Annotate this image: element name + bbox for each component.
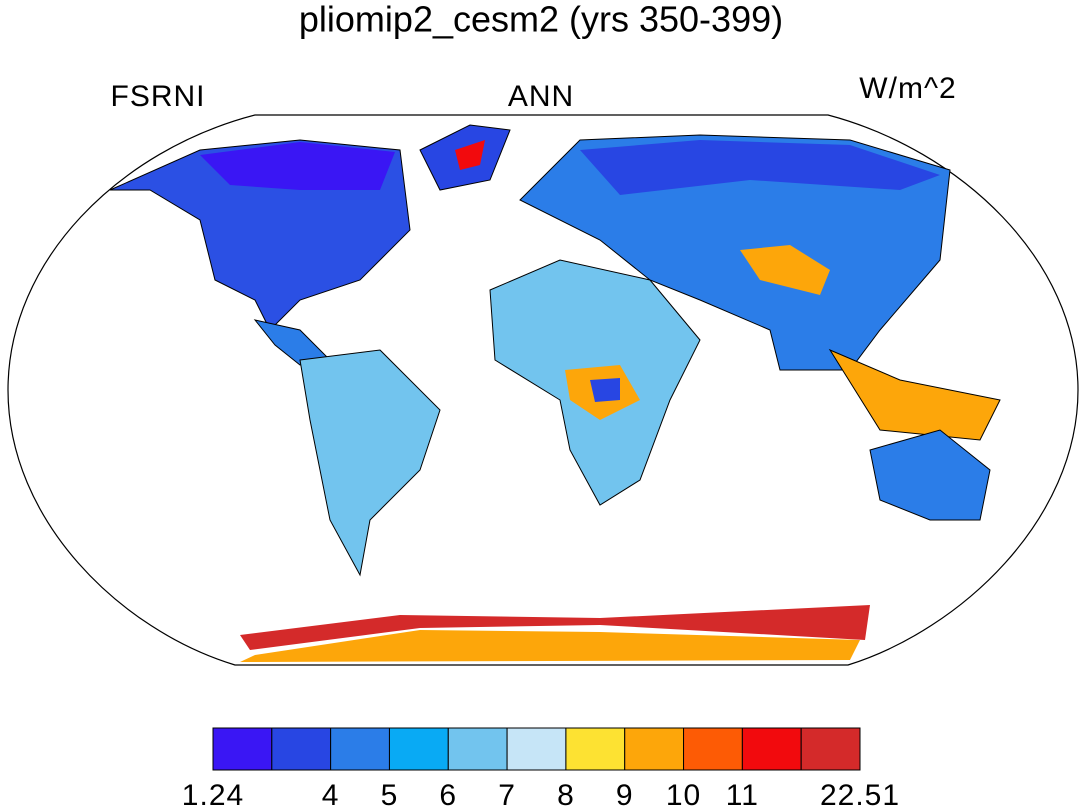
colorbar-box	[330, 727, 390, 771]
colorbar-box	[624, 727, 685, 771]
colorbar-label: 6	[439, 779, 457, 812]
colorbar-box	[683, 727, 743, 771]
colorbar-box	[506, 727, 567, 771]
colorbar-label: 22.51	[820, 779, 900, 812]
variable-label: FSRNI	[111, 80, 206, 113]
antarctica	[240, 605, 870, 650]
colorbar-label: 9	[616, 779, 634, 812]
australia	[869, 429, 991, 521]
south-america	[299, 349, 441, 577]
colorbar-box	[447, 727, 508, 771]
colorbar-box	[271, 727, 332, 771]
siberia	[580, 140, 940, 195]
season-label: ANN	[508, 80, 574, 113]
tibet	[740, 245, 830, 295]
colorbar-label: 11	[726, 779, 759, 812]
antarctica-inner	[240, 630, 860, 662]
colorbar-label: 7	[498, 779, 516, 812]
colorbar-box	[388, 727, 449, 771]
colorbar-box	[565, 727, 626, 771]
maritime-continent	[828, 348, 1001, 441]
colorbar-box	[741, 727, 802, 771]
north-america-arctic	[200, 142, 395, 190]
colorbar-label: 8	[557, 779, 575, 812]
units-label: W/m^2	[859, 72, 956, 105]
colorbar-box	[212, 727, 273, 771]
colorbar-label: 4	[322, 779, 340, 812]
colorbar: 1.24 4 5 6 7 8 9 10 11 22.51	[182, 727, 900, 812]
colorbar-label: 10	[666, 779, 701, 812]
title: pliomip2_cesm2 (yrs 350-399)	[299, 0, 783, 40]
colorbar-label: 5	[381, 779, 399, 812]
colorbar-label: 1.24	[182, 779, 244, 812]
colorbar-box	[800, 727, 861, 771]
greenland-peak	[455, 140, 485, 170]
map	[7, 114, 1079, 666]
africa-congo	[590, 378, 620, 402]
